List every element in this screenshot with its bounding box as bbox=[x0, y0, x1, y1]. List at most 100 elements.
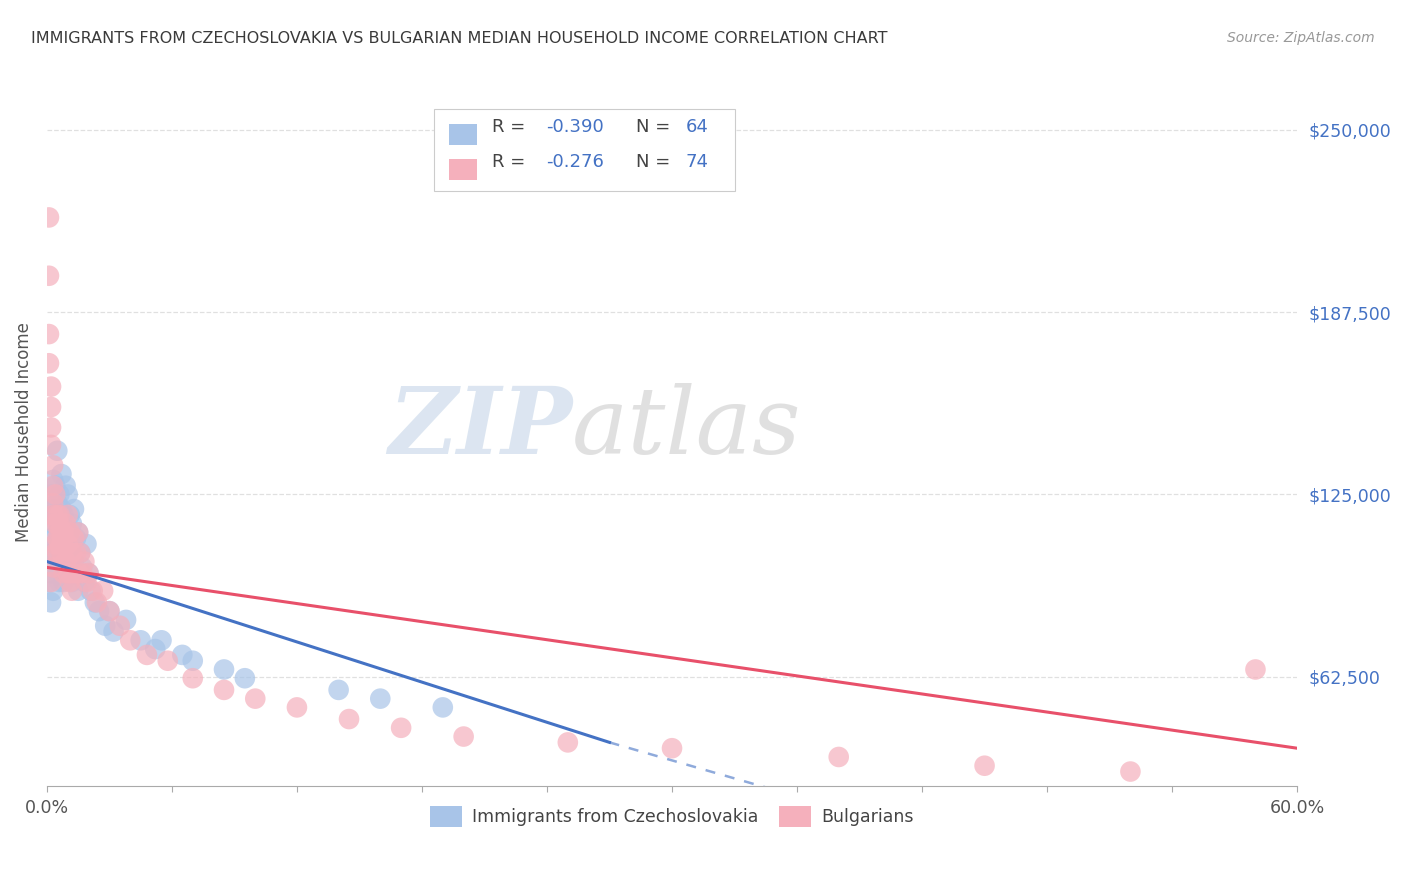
Point bbox=[51, 546, 73, 560]
Point bbox=[55, 555, 77, 569]
Text: R =: R = bbox=[492, 118, 526, 136]
Text: ZIP: ZIP bbox=[388, 384, 572, 474]
Point bbox=[368, 691, 391, 706]
Point bbox=[120, 633, 142, 648]
Point bbox=[172, 648, 194, 662]
Point bbox=[52, 525, 75, 540]
Point bbox=[156, 654, 179, 668]
Text: 64: 64 bbox=[686, 118, 709, 136]
Point bbox=[69, 546, 91, 560]
Point bbox=[42, 496, 65, 510]
Point bbox=[91, 583, 114, 598]
Point bbox=[38, 211, 60, 225]
Point bbox=[52, 508, 75, 522]
Point bbox=[42, 560, 65, 574]
Point bbox=[42, 502, 65, 516]
Point bbox=[44, 537, 66, 551]
Point bbox=[51, 502, 73, 516]
Point bbox=[39, 400, 62, 414]
Point bbox=[46, 496, 69, 510]
Point bbox=[38, 268, 60, 283]
Point bbox=[73, 574, 96, 589]
Point bbox=[150, 633, 173, 648]
Point bbox=[55, 479, 77, 493]
Text: N =: N = bbox=[636, 118, 671, 136]
Point bbox=[42, 473, 65, 487]
Point bbox=[44, 537, 66, 551]
Point bbox=[557, 735, 579, 749]
Point bbox=[38, 546, 60, 560]
Point bbox=[67, 525, 90, 540]
Point bbox=[337, 712, 360, 726]
Point bbox=[98, 604, 121, 618]
Point bbox=[129, 633, 152, 648]
Point bbox=[65, 546, 87, 560]
Point bbox=[76, 574, 98, 589]
Point bbox=[59, 525, 82, 540]
Point bbox=[38, 356, 60, 370]
Point bbox=[51, 525, 73, 540]
Point bbox=[42, 458, 65, 473]
Point bbox=[51, 537, 73, 551]
Point bbox=[42, 508, 65, 522]
Point bbox=[67, 525, 90, 540]
Point bbox=[828, 750, 851, 764]
Point bbox=[44, 546, 66, 560]
Point bbox=[48, 508, 70, 522]
Legend: Immigrants from Czechoslovakia, Bulgarians: Immigrants from Czechoslovakia, Bulgaria… bbox=[423, 799, 921, 834]
Point bbox=[56, 525, 79, 540]
Point bbox=[52, 566, 75, 581]
Point bbox=[46, 546, 69, 560]
Point bbox=[51, 467, 73, 481]
Point bbox=[42, 516, 65, 531]
Point bbox=[55, 516, 77, 531]
Point bbox=[39, 438, 62, 452]
Point bbox=[69, 546, 91, 560]
Point bbox=[67, 583, 90, 598]
Point bbox=[46, 516, 69, 531]
Point bbox=[42, 479, 65, 493]
Point bbox=[39, 574, 62, 589]
Point bbox=[48, 487, 70, 501]
Point bbox=[39, 420, 62, 434]
Text: IMMIGRANTS FROM CZECHOSLOVAKIA VS BULGARIAN MEDIAN HOUSEHOLD INCOME CORRELATION : IMMIGRANTS FROM CZECHOSLOVAKIA VS BULGAR… bbox=[31, 31, 887, 46]
Point bbox=[453, 730, 475, 744]
Point bbox=[42, 583, 65, 598]
Point bbox=[46, 531, 69, 545]
Point bbox=[38, 508, 60, 522]
Point bbox=[328, 682, 350, 697]
Point bbox=[56, 566, 79, 581]
Text: 74: 74 bbox=[686, 153, 709, 171]
Point bbox=[432, 700, 454, 714]
Point bbox=[72, 560, 94, 574]
Point bbox=[212, 682, 235, 697]
Point bbox=[59, 566, 82, 581]
Point bbox=[285, 700, 308, 714]
FancyBboxPatch shape bbox=[450, 159, 477, 180]
Point bbox=[60, 574, 83, 589]
Point bbox=[135, 648, 157, 662]
Point bbox=[86, 595, 108, 609]
Point bbox=[108, 618, 131, 632]
Point bbox=[48, 525, 70, 540]
Point bbox=[44, 487, 66, 501]
Text: Source: ZipAtlas.com: Source: ZipAtlas.com bbox=[1227, 31, 1375, 45]
Point bbox=[59, 508, 82, 522]
Point bbox=[48, 516, 70, 531]
Point bbox=[48, 516, 70, 531]
Text: atlas: atlas bbox=[572, 384, 801, 474]
Point bbox=[77, 566, 100, 581]
Point bbox=[44, 479, 66, 493]
Text: -0.390: -0.390 bbox=[546, 118, 603, 136]
Point bbox=[115, 613, 138, 627]
Point bbox=[56, 566, 79, 581]
Point bbox=[65, 531, 87, 545]
Point bbox=[973, 758, 995, 772]
Point bbox=[103, 624, 125, 639]
Point bbox=[143, 642, 166, 657]
Point bbox=[51, 546, 73, 560]
Point bbox=[63, 531, 86, 545]
Point bbox=[52, 574, 75, 589]
Point bbox=[60, 583, 83, 598]
Point bbox=[181, 671, 204, 685]
